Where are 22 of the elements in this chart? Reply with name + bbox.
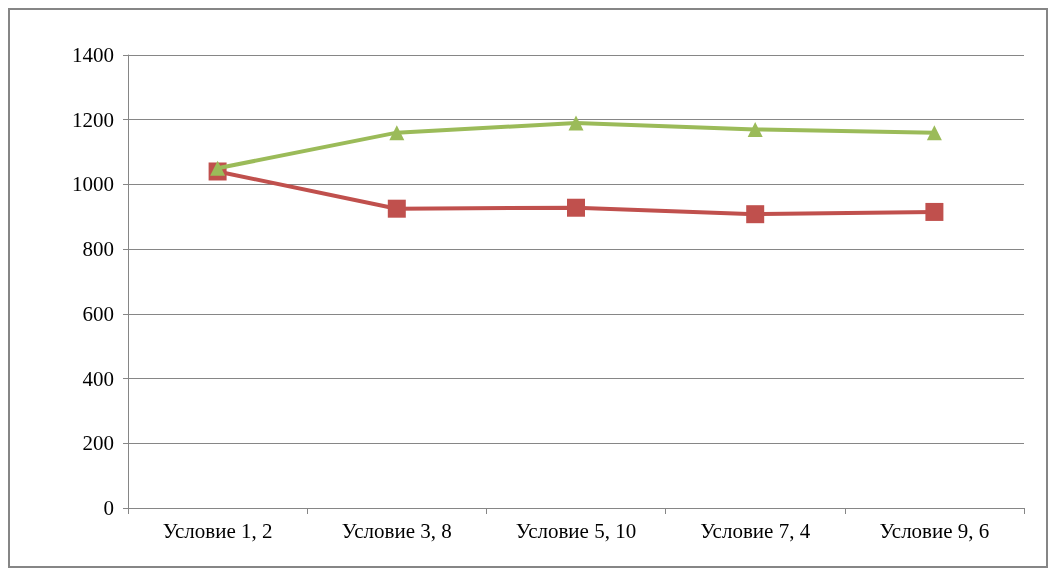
point [387, 199, 406, 218]
x-tick-label: Условие 3, 8 [341, 518, 452, 543]
y-tick-label: 600 [82, 301, 114, 326]
x-tick-label: Условие 9, 6 [879, 518, 990, 543]
y-tick-label: 200 [82, 431, 114, 456]
y-tick-label: 400 [82, 366, 114, 391]
y-tick-label: 1400 [72, 43, 114, 67]
y-tick-label: 1200 [72, 107, 114, 132]
point [925, 202, 944, 221]
x-tick-label: Условие 1, 2 [162, 518, 273, 543]
x-tick-label: Условие 5, 10 [515, 518, 637, 543]
y-tick-label: 800 [82, 237, 114, 262]
point [389, 125, 405, 141]
point [747, 121, 763, 137]
point [568, 115, 584, 131]
point [926, 125, 942, 141]
point [746, 205, 765, 224]
y-tick-label: 1000 [72, 172, 114, 197]
y-tick-label: 0 [103, 496, 114, 520]
point [567, 198, 585, 217]
point [210, 160, 226, 176]
x-tick-label: Условие 7, 4 [700, 518, 811, 543]
